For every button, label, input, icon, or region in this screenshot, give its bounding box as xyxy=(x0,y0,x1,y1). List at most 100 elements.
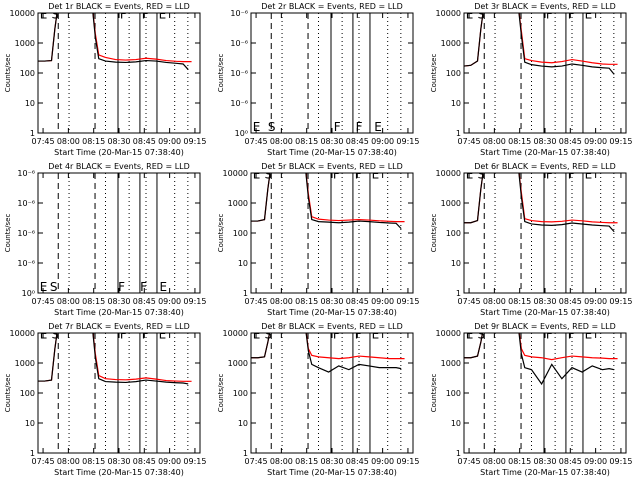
plot-frame xyxy=(250,172,414,294)
x-tick-label: 08:15 xyxy=(508,457,531,466)
annotation: F xyxy=(333,327,340,341)
x-tick-label: 09:15 xyxy=(609,137,632,146)
panel: Det 7r BLACK = Events, RED = LLD Counts/s… xyxy=(4,322,206,477)
y-tick-label: 1 xyxy=(456,289,461,298)
x-tick-label: 09:15 xyxy=(396,457,419,466)
annotation: F xyxy=(546,7,553,21)
x-tick-label: 07:45 xyxy=(32,137,55,146)
annotation: E xyxy=(253,120,261,134)
y-tick-label: 10⁻⁶ xyxy=(230,39,248,48)
annotation: E xyxy=(372,327,380,341)
x-tick-label: 09:15 xyxy=(183,297,206,306)
y-axis-label: Counts/sec xyxy=(430,54,438,93)
x-tick-label: 08:30 xyxy=(320,137,343,146)
x-axis-label: Start Time (20-Mar-15 07:38:40) xyxy=(480,468,610,477)
annotation: E xyxy=(253,167,261,181)
x-tick-label: 07:45 xyxy=(32,457,55,466)
y-tick-label: 100 xyxy=(233,389,248,398)
y-tick-label: 10000 xyxy=(10,9,35,18)
panel: Det 3r BLACK = Events, RED = LLD Counts/s… xyxy=(430,2,632,157)
series-line xyxy=(464,173,615,233)
x-tick-label: 08:00 xyxy=(270,457,293,466)
x-tick-label: 09:00 xyxy=(371,297,394,306)
y-tick-label: 10 xyxy=(25,419,35,428)
y-axis-label: Counts/sec xyxy=(4,214,12,253)
x-tick-label: 07:45 xyxy=(245,297,268,306)
x-tick-label: 08:00 xyxy=(57,137,80,146)
y-axis-label: Counts/sec xyxy=(4,54,12,93)
y-tick-label: 1 xyxy=(30,129,35,138)
x-tick-label: 08:15 xyxy=(82,457,105,466)
y-tick-label: 10000 xyxy=(223,329,248,338)
annotation: F xyxy=(546,167,553,181)
y-tick-label: 1000 xyxy=(228,199,248,208)
annotation: E xyxy=(159,7,167,21)
annotation: F xyxy=(355,167,362,181)
annotation: F xyxy=(356,120,363,134)
annotation: F xyxy=(140,280,147,294)
y-tick-label: 1000 xyxy=(441,199,461,208)
plot-frame xyxy=(250,12,414,134)
y-tick-label: 10000 xyxy=(436,329,461,338)
x-tick-label: 08:30 xyxy=(320,297,343,306)
annotation: S xyxy=(50,280,58,294)
annotation: E xyxy=(160,280,168,294)
x-tick-label: 07:45 xyxy=(245,457,268,466)
x-tick-label: 08:15 xyxy=(508,137,531,146)
y-tick-label: 1 xyxy=(30,449,35,458)
y-tick-label: 10⁻⁶ xyxy=(230,99,248,108)
annotation: E xyxy=(466,167,474,181)
x-tick-label: 09:15 xyxy=(609,297,632,306)
x-tick-label: 08:00 xyxy=(57,457,80,466)
x-tick-label: 08:00 xyxy=(483,457,506,466)
y-tick-label: 10⁰ xyxy=(235,129,248,138)
y-tick-label: 10⁻⁶ xyxy=(230,9,248,18)
panel: Det 1r BLACK = Events, RED = LLD Counts/s… xyxy=(4,2,206,157)
y-tick-label: 10⁻⁶ xyxy=(17,199,35,208)
x-tick-label: 08:45 xyxy=(559,457,582,466)
y-tick-label: 10 xyxy=(238,419,248,428)
annotation: F xyxy=(568,327,575,341)
x-tick-label: 08:45 xyxy=(133,137,156,146)
series-line xyxy=(251,173,402,230)
y-tick-label: 10000 xyxy=(436,9,461,18)
y-tick-label: 10⁻⁶ xyxy=(17,229,35,238)
x-tick-label: 08:45 xyxy=(346,137,369,146)
x-tick-label: 07:45 xyxy=(458,297,481,306)
x-tick-label: 08:45 xyxy=(559,137,582,146)
x-tick-label: 08:45 xyxy=(559,297,582,306)
y-tick-label: 100 xyxy=(446,69,461,78)
chart-title: Det 5r BLACK = Events, RED = LLD xyxy=(261,162,403,171)
x-tick-label: 09:00 xyxy=(158,297,181,306)
annotation: S xyxy=(265,167,273,181)
y-tick-label: 1000 xyxy=(15,359,35,368)
y-tick-label: 10⁻⁶ xyxy=(17,169,35,178)
plot-frame xyxy=(463,332,627,454)
annotation: F xyxy=(568,7,575,21)
x-tick-label: 08:45 xyxy=(133,297,156,306)
x-axis-label: Start Time (20-Mar-15 07:38:40) xyxy=(480,308,610,317)
annotation: F xyxy=(355,327,362,341)
y-tick-label: 10 xyxy=(25,99,35,108)
y-tick-label: 10⁻⁶ xyxy=(17,259,35,268)
x-tick-label: 08:15 xyxy=(82,297,105,306)
x-tick-label: 08:15 xyxy=(295,137,318,146)
x-tick-label: 09:00 xyxy=(584,137,607,146)
chart-title: Det 7r BLACK = Events, RED = LLD xyxy=(48,322,190,331)
x-tick-label: 08:00 xyxy=(483,137,506,146)
x-tick-label: 08:30 xyxy=(320,457,343,466)
y-tick-label: 1 xyxy=(243,289,248,298)
annotation: F xyxy=(142,7,149,21)
annotation: F xyxy=(120,327,127,341)
x-tick-label: 08:00 xyxy=(270,297,293,306)
x-tick-label: 09:00 xyxy=(371,457,394,466)
annotation: E xyxy=(466,327,474,341)
x-axis-label: Start Time (20-Mar-15 07:38:40) xyxy=(54,148,184,157)
y-tick-label: 10000 xyxy=(10,329,35,338)
chart-title: Det 9r BLACK = Events, RED = LLD xyxy=(474,322,616,331)
x-axis-label: Start Time (20-Mar-15 07:38:40) xyxy=(54,308,184,317)
x-tick-label: 08:00 xyxy=(57,297,80,306)
y-tick-label: 10 xyxy=(451,99,461,108)
y-tick-label: 10 xyxy=(238,259,248,268)
